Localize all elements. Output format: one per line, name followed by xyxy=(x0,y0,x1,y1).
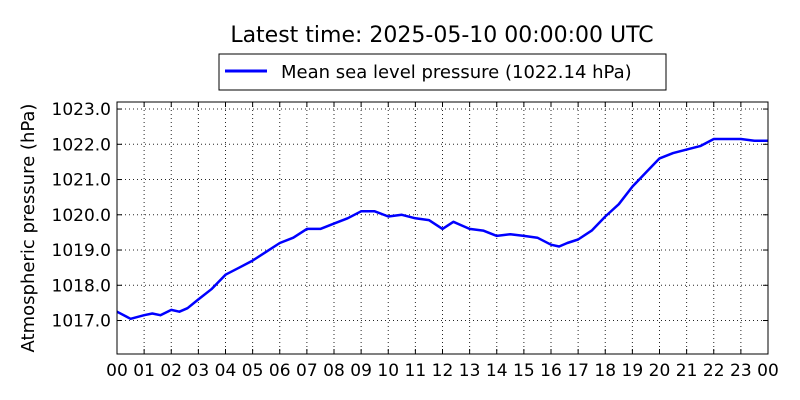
legend: Mean sea level pressure (1022.14 hPa) xyxy=(218,53,667,91)
x-tick-label: 17 xyxy=(567,361,589,381)
x-tick-label: 00 xyxy=(106,361,128,381)
y-tick-label: 1021.0 xyxy=(52,171,111,191)
y-tick-label: 1019.0 xyxy=(52,241,111,261)
x-tick-label: 22 xyxy=(703,361,725,381)
x-tick-label: 21 xyxy=(676,361,698,381)
x-tick-label: 05 xyxy=(242,361,264,381)
x-tick-label: 18 xyxy=(594,361,616,381)
x-tick-label: 06 xyxy=(269,361,291,381)
x-tick-label: 11 xyxy=(405,361,427,381)
x-tick-label: 16 xyxy=(540,361,562,381)
x-tick-label: 00 xyxy=(757,361,779,381)
y-tick-label: 1022.0 xyxy=(52,135,111,155)
x-tick-label: 15 xyxy=(513,361,535,381)
x-tick-label: 03 xyxy=(188,361,210,381)
chart-title: Latest time: 2025-05-10 00:00:00 UTC xyxy=(230,23,653,48)
y-tick-label: 1020.0 xyxy=(52,206,111,226)
x-tick-label: 19 xyxy=(622,361,644,381)
y-tick-label: 1017.0 xyxy=(52,312,111,332)
axis-ticks xyxy=(116,102,769,354)
x-tick-label: 14 xyxy=(486,361,508,381)
x-tick-label: 10 xyxy=(377,361,399,381)
x-tick-label: 07 xyxy=(296,361,318,381)
x-tick-label: 08 xyxy=(323,361,345,381)
x-tick-label: 20 xyxy=(649,361,671,381)
x-tick-label: 13 xyxy=(459,361,481,381)
legend-entry-label: Mean sea level pressure (1022.14 hPa) xyxy=(281,62,632,83)
x-tick-label: 04 xyxy=(215,361,237,381)
grid xyxy=(117,102,768,354)
x-tick-label: 09 xyxy=(350,361,372,381)
series-line-mean-sea-level-pressure xyxy=(116,137,768,321)
y-tick-label: 1018.0 xyxy=(52,276,111,296)
x-tick-label: 02 xyxy=(160,361,182,381)
series-layer xyxy=(116,137,768,321)
y-axis-label: Atmospheric pressure (hPa) xyxy=(18,104,39,353)
legend-box xyxy=(218,53,667,91)
x-tick-label: 12 xyxy=(432,361,454,381)
tick-labels: 00 01 02 03 04 05 06 07 08 09 10 11 12 13 14 15 16 17 18 19… xyxy=(52,100,779,381)
y-tick-label: 1023.0 xyxy=(52,100,111,120)
x-tick-label: 23 xyxy=(730,361,752,381)
x-tick-label: 01 xyxy=(133,361,155,381)
